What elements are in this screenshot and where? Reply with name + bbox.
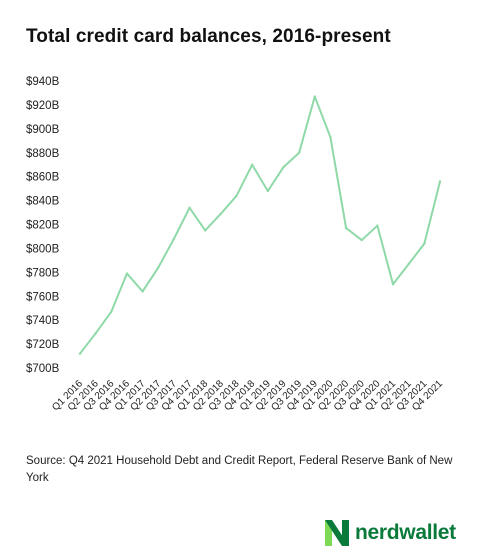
- data-point: [313, 95, 316, 98]
- y-tick-label: $940B: [26, 76, 60, 88]
- brand-logo[interactable]: nerdwallet: [325, 518, 456, 548]
- y-tick-label: $700B: [26, 363, 60, 375]
- data-point: [235, 194, 238, 197]
- data-point: [438, 180, 442, 183]
- data-point: [329, 136, 332, 139]
- data-point: [376, 224, 379, 227]
- y-tick-label: $860B: [26, 172, 60, 184]
- data-point: [407, 262, 410, 266]
- data-point: [78, 352, 82, 355]
- y-tick-label: $840B: [26, 196, 60, 208]
- data-point: [157, 266, 160, 269]
- data-point: [188, 206, 191, 209]
- series-group: [78, 95, 442, 355]
- data-point: [250, 163, 254, 166]
- y-tick-label: $900B: [26, 124, 60, 136]
- nerdwallet-logo-icon: [325, 520, 349, 546]
- data-point: [219, 212, 223, 215]
- data-point: [172, 237, 176, 241]
- data-point: [110, 310, 113, 313]
- y-axis: $700B $720B $740B $760B $780B $800B $820B $840B…: [26, 76, 60, 375]
- y-tick-label: $820B: [26, 220, 60, 232]
- brand-wordmark: nerdwallet: [355, 521, 456, 544]
- chart-title: Total credit card balances, 2016-present: [26, 26, 391, 47]
- source-note: Source: Q4 2021 Household Debt and Credi…: [26, 455, 453, 484]
- data-point: [94, 332, 97, 335]
- data-point: [391, 283, 395, 286]
- y-tick-label: $880B: [26, 148, 60, 160]
- data-point: [266, 189, 270, 193]
- y-tick-label: $720B: [26, 339, 60, 351]
- y-tick-label: $740B: [26, 315, 60, 327]
- y-tick-label: $800B: [26, 243, 60, 255]
- series-line: [79, 95, 441, 355]
- data-point: [204, 229, 207, 232]
- data-point: [423, 242, 426, 245]
- data-point: [297, 151, 301, 154]
- y-tick-label: $780B: [26, 267, 60, 279]
- data-point: [141, 290, 144, 293]
- data-point: [125, 272, 129, 275]
- data-point: [360, 238, 363, 242]
- y-tick-label: $920B: [26, 100, 60, 112]
- data-point: [282, 165, 285, 169]
- data-point: [344, 226, 348, 230]
- y-tick-label: $760B: [26, 291, 60, 303]
- line-chart: $700B $720B $740B $760B $780B $800B $820B $840B…: [26, 76, 445, 413]
